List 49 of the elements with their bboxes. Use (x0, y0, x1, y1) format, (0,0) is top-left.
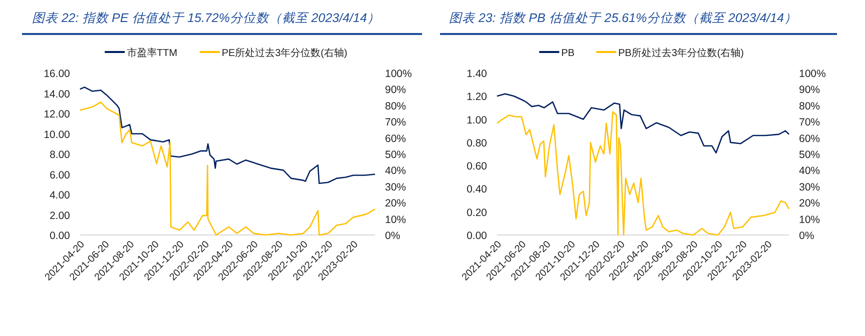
y-tick-label: 0.40 (466, 184, 488, 196)
y2-tick-label: 70% (385, 116, 406, 129)
legend-label: 市盈率TTM (126, 47, 178, 59)
y-tick-label: 16.00 (44, 68, 70, 80)
y-tick-label: 8.00 (50, 149, 70, 161)
y2-tick-label: 60% (385, 132, 406, 145)
y-tick-label: 1.20 (466, 91, 488, 104)
y-tick-label: 0.80 (466, 137, 488, 150)
y2-tick-label: 100% (799, 68, 826, 80)
y-tick-label: 0.00 (50, 230, 70, 242)
y-tick-label: 4.00 (50, 190, 70, 202)
y2-tick-label: 10% (385, 214, 406, 226)
y2-tick-label: 100% (385, 68, 412, 80)
y-tick-label: 10.00 (44, 128, 70, 141)
y2-tick-label: 10% (799, 214, 820, 226)
y2-tick-label: 40% (799, 165, 820, 178)
y2-tick-label: 30% (799, 181, 820, 194)
y2-tick-label: 70% (799, 116, 820, 129)
line-series (79, 86, 376, 184)
legend-label: PB所处过去3年分位数(右轴) (618, 47, 744, 59)
y2-tick-label: 0% (385, 230, 400, 242)
line-series (79, 102, 376, 236)
y2-tick-label: 20% (799, 198, 820, 210)
y-tick-label: 0.20 (466, 206, 488, 219)
y-tick-label: 12.00 (44, 108, 70, 120)
y2-tick-label: 30% (385, 181, 406, 194)
y2-tick-label: 90% (385, 84, 406, 96)
y2-tick-label: 40% (385, 165, 406, 178)
y2-tick-label: 50% (799, 149, 820, 161)
y2-tick-label: 60% (799, 132, 820, 145)
y-tick-label: 14.00 (44, 88, 70, 100)
chart-title: 图表 22: 指数 PE 估值处于 15.72%分位数（截至 2023/4/14） (32, 11, 380, 25)
line-series (496, 111, 790, 236)
y-tick-label: 2.00 (50, 210, 70, 222)
legend-label: PE所处过去3年分位数(右轴) (222, 47, 348, 59)
y-tick-label: 1.00 (466, 114, 488, 126)
y2-tick-label: 20% (385, 198, 406, 210)
y-tick-label: 0.00 (466, 230, 488, 242)
line-series (496, 93, 790, 154)
y2-tick-label: 0% (799, 230, 814, 242)
y-tick-label: 0.60 (466, 160, 488, 173)
y2-tick-label: 80% (385, 100, 406, 112)
y2-tick-label: 90% (799, 84, 820, 96)
chart-title: 图表 23: 指数 PB 估值处于 25.61%分位数（截至 2023/4/14） (449, 11, 797, 25)
y-tick-label: 6.00 (50, 169, 70, 182)
y-tick-label: 1.40 (466, 68, 488, 80)
y2-tick-label: 80% (799, 100, 820, 112)
y2-tick-label: 50% (385, 149, 406, 161)
legend-label: PB (561, 48, 575, 59)
